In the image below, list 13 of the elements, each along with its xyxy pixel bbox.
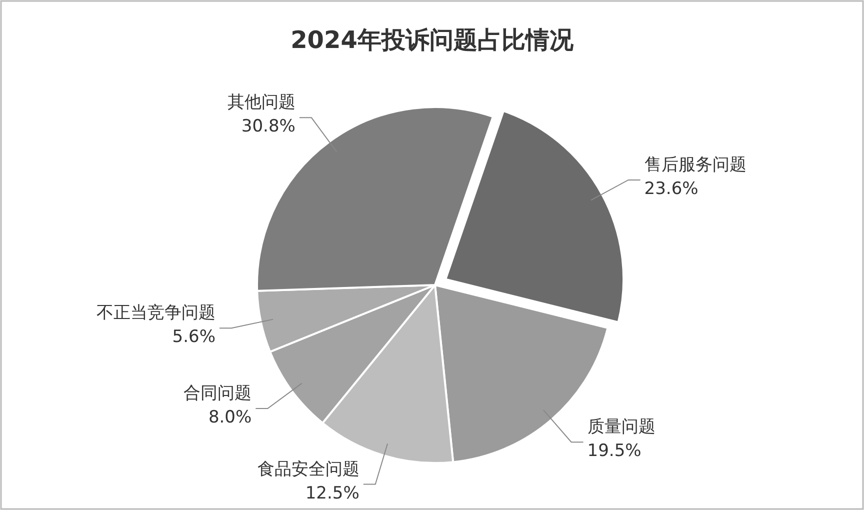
data-label: 30.8% xyxy=(241,116,296,137)
slice-label: 不正当竞争问题 xyxy=(96,303,216,324)
slice-label: 售后服务问题 xyxy=(644,154,746,175)
data-label: 12.5% xyxy=(305,483,360,504)
slice-label: 其他问题 xyxy=(227,92,296,113)
slice-label: 质量问题 xyxy=(587,417,656,438)
data-label: 19.5% xyxy=(587,441,642,462)
data-label: 8.0% xyxy=(208,408,252,428)
slice-label: 食品安全问题 xyxy=(257,459,360,480)
data-label: 23.6% xyxy=(644,178,698,199)
chart-title: 2024年投诉问题占比情况 xyxy=(290,26,574,54)
slice-label: 合同问题 xyxy=(184,384,252,404)
data-label: 5.6% xyxy=(172,327,216,348)
